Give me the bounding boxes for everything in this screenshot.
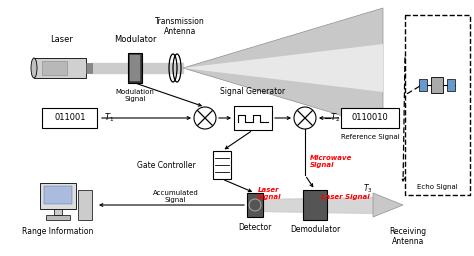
Bar (54, 209, 62, 215)
Bar (43, 108, 98, 128)
Bar (42, 61, 67, 75)
Text: Transmission
Antenna: Transmission Antenna (155, 17, 205, 36)
Bar (405, 15, 470, 195)
Bar (234, 106, 272, 130)
Text: 0110010: 0110010 (352, 113, 388, 123)
Bar (213, 151, 231, 179)
Text: Modulation
Signal: Modulation Signal (116, 89, 155, 102)
Bar (44, 186, 72, 204)
Bar (419, 79, 428, 91)
Bar (303, 190, 327, 220)
Polygon shape (373, 193, 403, 217)
Text: Laser: Laser (51, 35, 73, 44)
Bar (130, 55, 140, 81)
Polygon shape (183, 8, 383, 128)
Polygon shape (183, 44, 383, 92)
Bar (40, 183, 76, 209)
Text: Modulator: Modulator (114, 35, 156, 44)
Text: $T_3$: $T_3$ (363, 183, 373, 195)
Bar (34, 58, 86, 78)
Bar (46, 215, 70, 220)
Text: Signal Generator: Signal Generator (220, 87, 285, 96)
Bar (128, 53, 142, 83)
Ellipse shape (31, 58, 37, 78)
Text: Microwave
Signal: Microwave Signal (310, 155, 352, 168)
Bar (247, 193, 263, 217)
Text: Detector: Detector (238, 223, 272, 232)
Text: Laser
Signal: Laser Signal (257, 187, 281, 199)
Text: Gate Controller: Gate Controller (137, 161, 196, 169)
Bar (447, 79, 456, 91)
Bar (78, 190, 92, 220)
Text: 011001: 011001 (54, 113, 86, 123)
Text: $T_2$: $T_2$ (330, 112, 340, 124)
Bar (431, 77, 444, 93)
Bar (86, 63, 92, 73)
Text: Laser Signal: Laser Signal (321, 194, 369, 200)
Text: Accumulated
Signal: Accumulated Signal (153, 190, 199, 203)
Text: Reference Signal: Reference Signal (341, 134, 400, 140)
Text: Range Information: Range Information (22, 227, 94, 236)
Text: $T_1$: $T_1$ (104, 112, 114, 124)
Text: Demodulator: Demodulator (290, 225, 340, 234)
Bar (341, 108, 399, 128)
Text: Receiving
Antenna: Receiving Antenna (390, 227, 427, 246)
Text: Echo Signal: Echo Signal (417, 184, 458, 190)
